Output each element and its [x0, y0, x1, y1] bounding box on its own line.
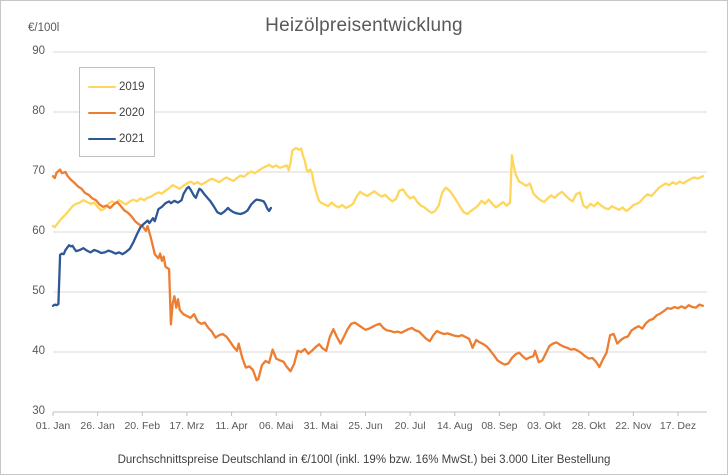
legend-item-2020: 2020 — [88, 100, 154, 126]
legend-label-2021: 2021 — [119, 133, 145, 145]
x-tick-label: 22. Nov — [615, 420, 652, 432]
legend: 2019 2020 2021 — [79, 67, 155, 157]
legend-label-2019: 2019 — [119, 81, 145, 93]
x-tick-label: 01. Jan — [35, 420, 71, 432]
x-tick-label: 17. Dez — [659, 420, 697, 432]
chart-title: Heizölpreisentwicklung — [265, 15, 463, 36]
x-tick-label: 31. Mai — [303, 420, 339, 432]
x-tick-label: 03. Okt — [527, 420, 561, 432]
x-tick-label: 14. Aug — [436, 420, 473, 432]
y-tick-label: 40 — [32, 345, 45, 357]
x-tick-label: 06. Mai — [258, 420, 294, 432]
legend-swatch-2020 — [88, 111, 116, 115]
series-line-2021 — [51, 185, 273, 307]
x-tick-label: 11. Apr — [215, 420, 248, 432]
y-tick-label: 60 — [32, 225, 45, 237]
legend-swatch-2021 — [88, 137, 116, 141]
x-tick-label: 26. Jan — [80, 420, 115, 432]
x-tick-label: 17. Mrz — [169, 420, 205, 432]
legend-item-2019: 2019 — [88, 74, 154, 100]
x-tick-label: 25. Jun — [348, 420, 383, 432]
x-tick-label: 08. Sep — [481, 420, 518, 432]
x-tick-label: 20. Jul — [394, 420, 426, 432]
y-axis-unit-label: €/100l — [28, 22, 60, 34]
y-tick-label: 30 — [32, 405, 45, 417]
legend-item-2021: 2021 — [88, 126, 154, 152]
legend-swatch-2019 — [88, 85, 116, 89]
y-tick-label: 80 — [32, 105, 45, 117]
x-tick-label: 28. Okt — [571, 420, 606, 432]
series-line-2020 — [51, 168, 705, 382]
series-line-2019 — [51, 146, 705, 229]
y-tick-label: 90 — [32, 45, 45, 57]
chart-footnote: Durchschnittspreise Deutschland in €/100… — [117, 454, 611, 466]
y-tick-label: 50 — [32, 285, 45, 297]
y-tick-label: 70 — [32, 165, 45, 177]
legend-label-2020: 2020 — [119, 107, 145, 119]
x-tick-label: 20. Feb — [124, 420, 161, 432]
